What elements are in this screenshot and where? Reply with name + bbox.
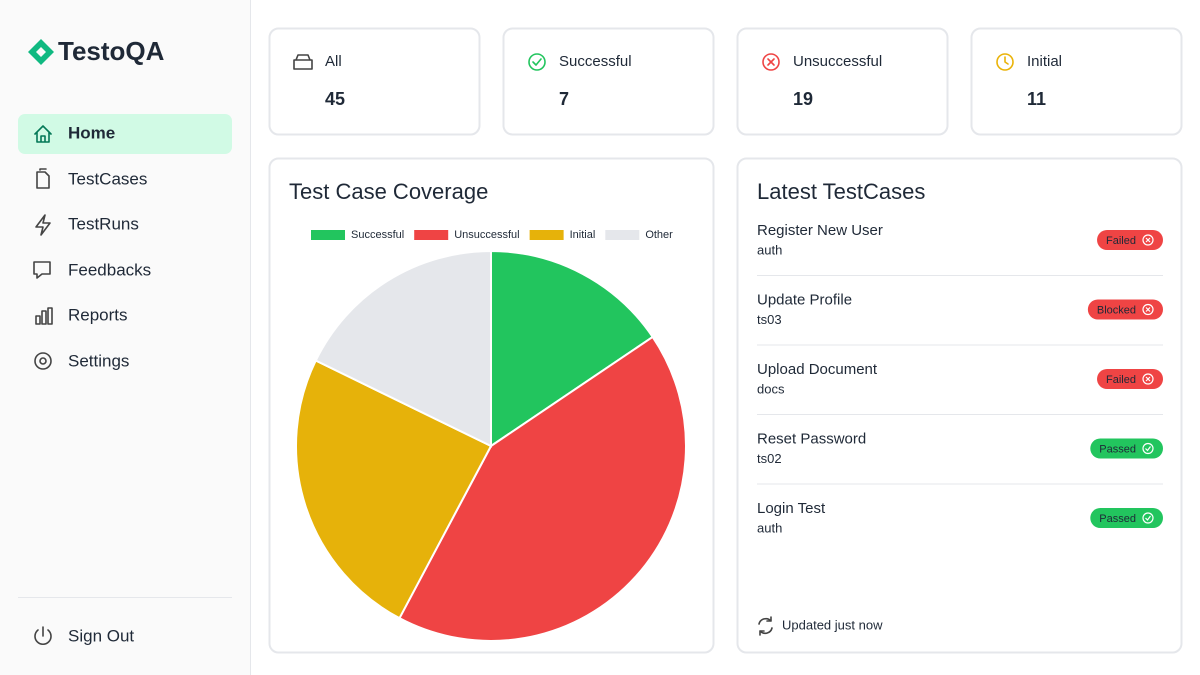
stat-value: 11 xyxy=(1027,89,1046,109)
stat-label: All xyxy=(325,53,342,70)
testcase-tag: auth xyxy=(757,242,782,257)
legend-swatch xyxy=(529,230,564,240)
badge-bg xyxy=(1090,508,1163,528)
badge-icon-glyph xyxy=(1145,515,1151,521)
testcase-tag: ts03 xyxy=(757,312,782,327)
badge-icon-glyph xyxy=(1145,446,1151,452)
nav-item[interactable]: Reports xyxy=(68,305,128,324)
latest-card xyxy=(736,157,1183,654)
pie-slice xyxy=(314,249,492,448)
nav-item[interactable]: Home xyxy=(68,123,115,142)
chart-title: Test Case Coverage xyxy=(289,179,488,204)
badge-text: Passed xyxy=(1099,443,1136,455)
stat-value: 19 xyxy=(793,89,813,109)
stat-card xyxy=(970,27,1183,136)
brand: TestoQA xyxy=(58,36,165,66)
stat-label: Successful xyxy=(559,53,632,70)
legend-label: Initial xyxy=(570,229,596,241)
latest-title: Latest TestCases xyxy=(757,179,925,204)
updated-text: Updated just now xyxy=(782,617,883,632)
stat-card xyxy=(268,27,481,136)
stat-icons xyxy=(293,53,1014,71)
testcase-name: Update Profile xyxy=(757,291,852,308)
testcase-name: Reset Password xyxy=(757,430,866,447)
nav-active xyxy=(18,114,232,154)
badge-bg xyxy=(1087,299,1163,320)
status-badge: Failed xyxy=(1097,369,1163,389)
stat-card xyxy=(502,27,715,136)
testcase-tag: docs xyxy=(757,381,785,396)
testcase-tag: ts02 xyxy=(757,451,782,466)
badge-bg xyxy=(1090,438,1163,459)
nav-item[interactable]: TestCases xyxy=(68,169,147,188)
legend-label: Successful xyxy=(351,229,404,241)
badge-icon-glyph xyxy=(1145,307,1151,312)
badge-icon-glyph xyxy=(1145,376,1151,382)
legend-swatch xyxy=(311,230,345,240)
status-badge: Failed xyxy=(1097,230,1163,250)
nav-item[interactable]: Feedbacks xyxy=(68,260,151,279)
sidebar xyxy=(0,0,250,675)
badge-icon xyxy=(1142,373,1154,385)
legend-label: Unsuccessful xyxy=(454,229,519,241)
legend-swatch xyxy=(414,230,449,240)
testcase-tag: auth xyxy=(757,520,782,535)
testcase-name: Register New User xyxy=(757,222,883,239)
sign-out[interactable]: Sign Out xyxy=(68,626,134,645)
badge-icon xyxy=(1142,303,1154,316)
logo: TestoQA xyxy=(28,36,165,66)
badge-text: Blocked xyxy=(1097,304,1136,316)
badge-icon xyxy=(1142,442,1154,455)
badge-icon-glyph xyxy=(1145,237,1151,243)
badge-icon xyxy=(1142,512,1154,524)
nav-item[interactable]: Settings xyxy=(68,351,129,370)
stat-label: Initial xyxy=(1027,53,1062,70)
pie-slice xyxy=(398,335,687,642)
badge-text: Failed xyxy=(1106,374,1136,386)
badge-text: Passed xyxy=(1099,513,1136,525)
stat-value: 45 xyxy=(325,89,345,109)
badge-text: Failed xyxy=(1106,235,1136,247)
refresh-icon xyxy=(758,616,773,636)
status-badge: Blocked xyxy=(1087,299,1163,320)
status-badge: Passed xyxy=(1090,508,1163,528)
stat-label: Unsuccessful xyxy=(793,53,882,70)
nav-item[interactable]: TestRuns xyxy=(68,214,139,233)
stat-value: 7 xyxy=(559,89,569,109)
pie-slice xyxy=(295,359,493,620)
testcase-name: Upload Document xyxy=(757,361,878,378)
status-badge: Passed xyxy=(1090,438,1163,459)
legend-label: Other xyxy=(645,229,673,241)
nav-icons xyxy=(33,125,53,645)
stat-card xyxy=(736,27,949,136)
pie-slice xyxy=(490,249,655,448)
badge-icon xyxy=(1142,234,1154,246)
testcase-name: Login Test xyxy=(757,500,826,517)
legend-swatch xyxy=(605,230,640,240)
